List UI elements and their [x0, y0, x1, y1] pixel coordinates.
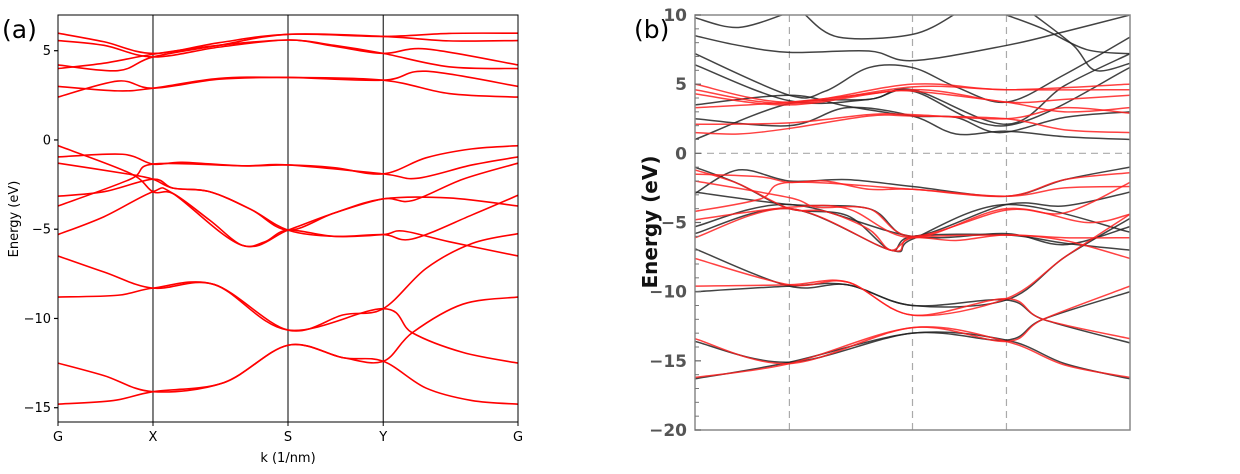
black-band-line	[1033, 15, 1130, 72]
black-band-line	[1006, 15, 1130, 55]
bands-band-line	[58, 76, 518, 98]
panel-label: (b)	[634, 15, 669, 44]
panel-a: (a)50−5−10−15G X S Y Gk (1/nm)Energy (eV)	[2, 14, 523, 466]
y-tick-label: 5	[675, 75, 687, 95]
red-band-line	[695, 213, 1130, 317]
red-band-line	[695, 180, 1130, 238]
bands-group	[695, 15, 1130, 380]
black-band-line	[695, 203, 1130, 246]
red-band-line	[695, 181, 1130, 213]
y-tick-label: 5	[43, 44, 51, 59]
bands-band-line	[58, 32, 518, 55]
bands-band-line	[58, 162, 518, 231]
red-band-line	[695, 88, 1130, 106]
red-band-line	[695, 207, 1130, 252]
black-band-line	[695, 331, 1130, 380]
black-band-line	[695, 15, 784, 29]
y-axis-label: Energy (eV)	[638, 156, 662, 289]
panel-b: (b)10 5 0 −5 −10 −15 −20 Energy (eV)	[634, 6, 1131, 441]
panel-label: (a)	[2, 15, 37, 44]
y-tick-label: 10	[663, 6, 687, 26]
bands-band-line	[58, 39, 518, 70]
bands-band-line	[58, 281, 518, 364]
x-tick-label: X	[149, 430, 158, 445]
red-band-line	[695, 171, 1130, 198]
black-band-line	[695, 15, 1130, 62]
bands-band-line	[58, 33, 518, 72]
x-tick-label: Y	[378, 430, 387, 445]
y-tick-label: −20	[649, 421, 687, 441]
y-tick-label: −15	[24, 401, 51, 416]
bands-band-line	[58, 178, 518, 241]
x-tick-label: S	[284, 430, 292, 445]
bands-band-line	[58, 156, 518, 207]
y-axis-label: Energy (eV)	[7, 181, 22, 258]
red-band-line	[695, 89, 1130, 113]
black-band-line	[804, 15, 956, 40]
red-band-line	[695, 285, 1130, 365]
y-tick-label: −10	[649, 283, 687, 303]
red-band-line	[695, 106, 1130, 126]
y-tick-label: 0	[675, 144, 687, 164]
y-tick-label: −15	[649, 352, 687, 372]
black-band-line	[695, 106, 1130, 141]
y-tick-label: −5	[32, 223, 51, 238]
x-tick-label: G	[53, 430, 63, 445]
bands-band-line	[58, 187, 518, 248]
x-tick-label: G	[513, 430, 523, 445]
red-band-line	[695, 326, 1130, 379]
bands-group	[58, 32, 518, 405]
y-tick-label: 0	[43, 133, 51, 148]
y-tick-label: −10	[24, 312, 51, 327]
red-band-line	[695, 83, 1130, 103]
red-band-line	[695, 85, 1130, 105]
red-band-line	[695, 204, 1130, 239]
y-tick-label: −5	[661, 214, 687, 234]
bands-band-line	[58, 343, 518, 405]
red-band-line	[695, 114, 1130, 135]
x-axis-label: k (1/nm)	[260, 451, 315, 466]
